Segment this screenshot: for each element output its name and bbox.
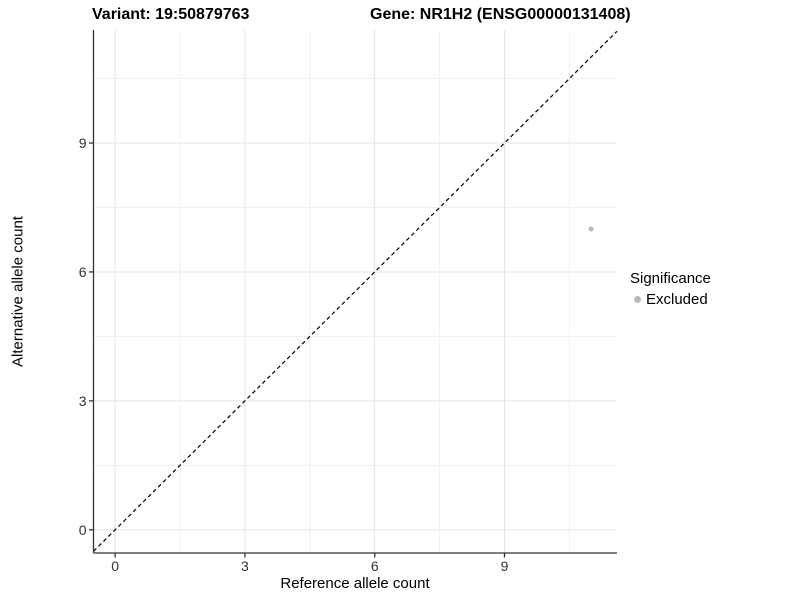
legend-title: Significance <box>630 270 711 287</box>
data-point <box>588 226 594 232</box>
x-tick-label: 0 <box>111 558 120 574</box>
x-axis-title: Reference allele count <box>280 575 430 592</box>
y-tick-label: 3 <box>78 392 87 409</box>
legend: Significance Excluded <box>630 270 711 308</box>
identity-reference-line <box>93 30 618 552</box>
x-tick-label: 3 <box>241 558 249 574</box>
y-tick-label: 6 <box>78 263 87 280</box>
x-tick-label: 6 <box>370 558 379 574</box>
legend-key-dot-icon <box>634 296 641 303</box>
x-tick-label: 9 <box>500 558 509 574</box>
variant-title: Variant: 19:50879763 <box>92 6 250 23</box>
legend-item-label: Excluded <box>646 291 708 308</box>
y-tick-label: 0 <box>78 521 87 538</box>
y-tick-label: 9 <box>78 135 87 152</box>
gene-title: Gene: NR1H2 (ENSG00000131408) <box>370 6 631 23</box>
y-axis-title: Alternative allele count <box>9 216 27 367</box>
legend-item-excluded: Excluded <box>634 291 711 308</box>
